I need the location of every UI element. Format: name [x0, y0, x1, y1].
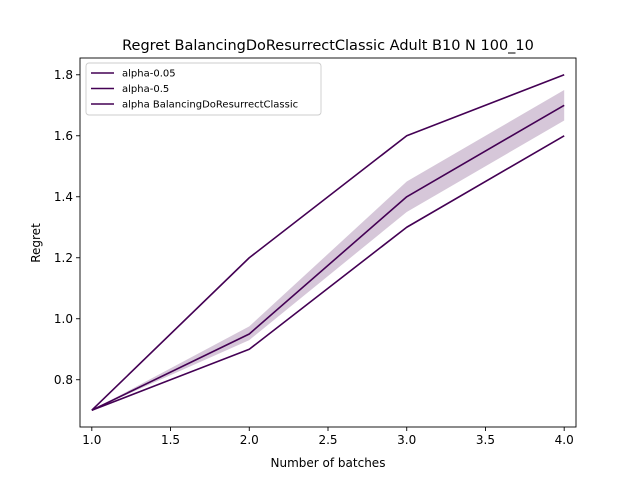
series-line-1	[91, 104, 565, 411]
x-tick-label-3: 2.5	[318, 433, 337, 447]
legend: alpha-0.05 alpha-0.5 alpha BalancingDoResu…	[85, 62, 322, 116]
y-tick-label-3: 1.4	[54, 190, 73, 204]
confidence-band-1	[91, 90, 565, 411]
series-line-0	[91, 74, 565, 411]
y-tick-label-5: 1.8	[54, 68, 73, 82]
legend-label-0: alpha-0.05	[122, 69, 176, 80]
y-axis-label: Regret	[29, 223, 43, 263]
y-tick-label-4: 1.6	[54, 129, 73, 143]
x-tick-label-4: 3.0	[397, 433, 416, 447]
y-tick-label-2: 1.2	[54, 251, 73, 265]
x-tick-label-2: 2.0	[240, 433, 259, 447]
legend-label-1: alpha-0.5	[122, 84, 169, 95]
y-tick-label-1: 1.0	[54, 312, 73, 326]
x-tick-label-1: 1.5	[161, 433, 180, 447]
legend-box	[85, 62, 322, 116]
legend-label-2: alpha BalancingDoResurrectClassic	[122, 100, 298, 111]
x-tick-label-0: 1.0	[82, 433, 101, 447]
x-axis-label: Number of batches	[271, 456, 386, 470]
series-line-2	[91, 135, 565, 411]
plot-area: 1.0 1.5 2.0 2.5 3.0 3.5 4.0 0.8 1.0 1.2 1.4 1.6 1.8 a…	[54, 57, 577, 447]
x-tick-label-5: 3.5	[476, 433, 495, 447]
x-tick-label-6: 4.0	[555, 433, 574, 447]
y-tick-label-0: 0.8	[54, 373, 73, 387]
chart-title: Regret BalancingDoResurrectClassic Adult…	[122, 38, 534, 54]
